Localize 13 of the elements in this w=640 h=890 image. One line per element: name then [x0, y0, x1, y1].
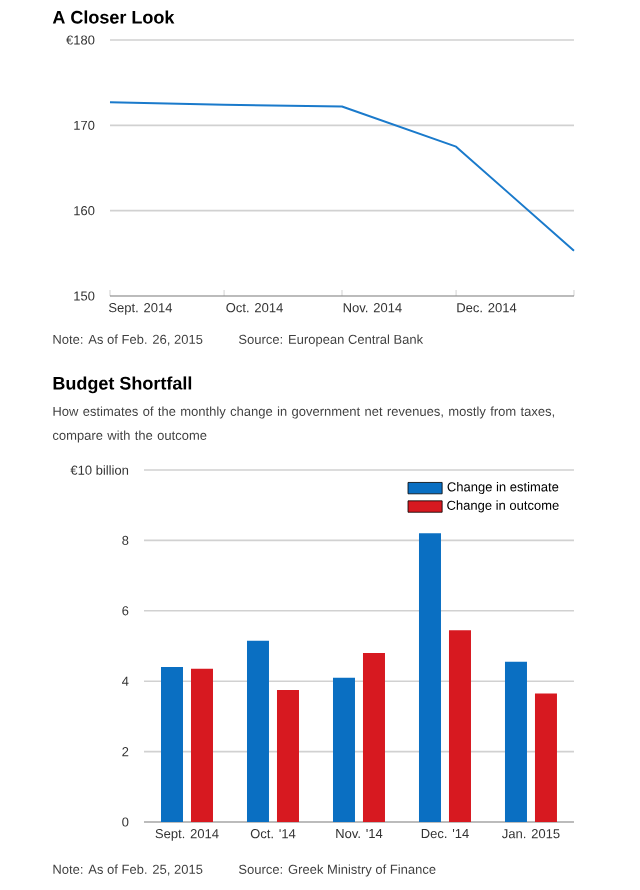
bar [191, 668, 213, 822]
bar [160, 667, 183, 822]
bar [246, 640, 269, 822]
bar [448, 630, 471, 822]
chart-title: Budget Shortfall [53, 376, 192, 394]
bar [534, 693, 557, 822]
bar [418, 533, 441, 822]
bar [332, 677, 355, 822]
bar [504, 661, 527, 822]
bar [362, 653, 385, 822]
bar [276, 690, 299, 822]
chart-title: A Closer Look [52, 10, 175, 24]
line-series [108, 101, 575, 252]
